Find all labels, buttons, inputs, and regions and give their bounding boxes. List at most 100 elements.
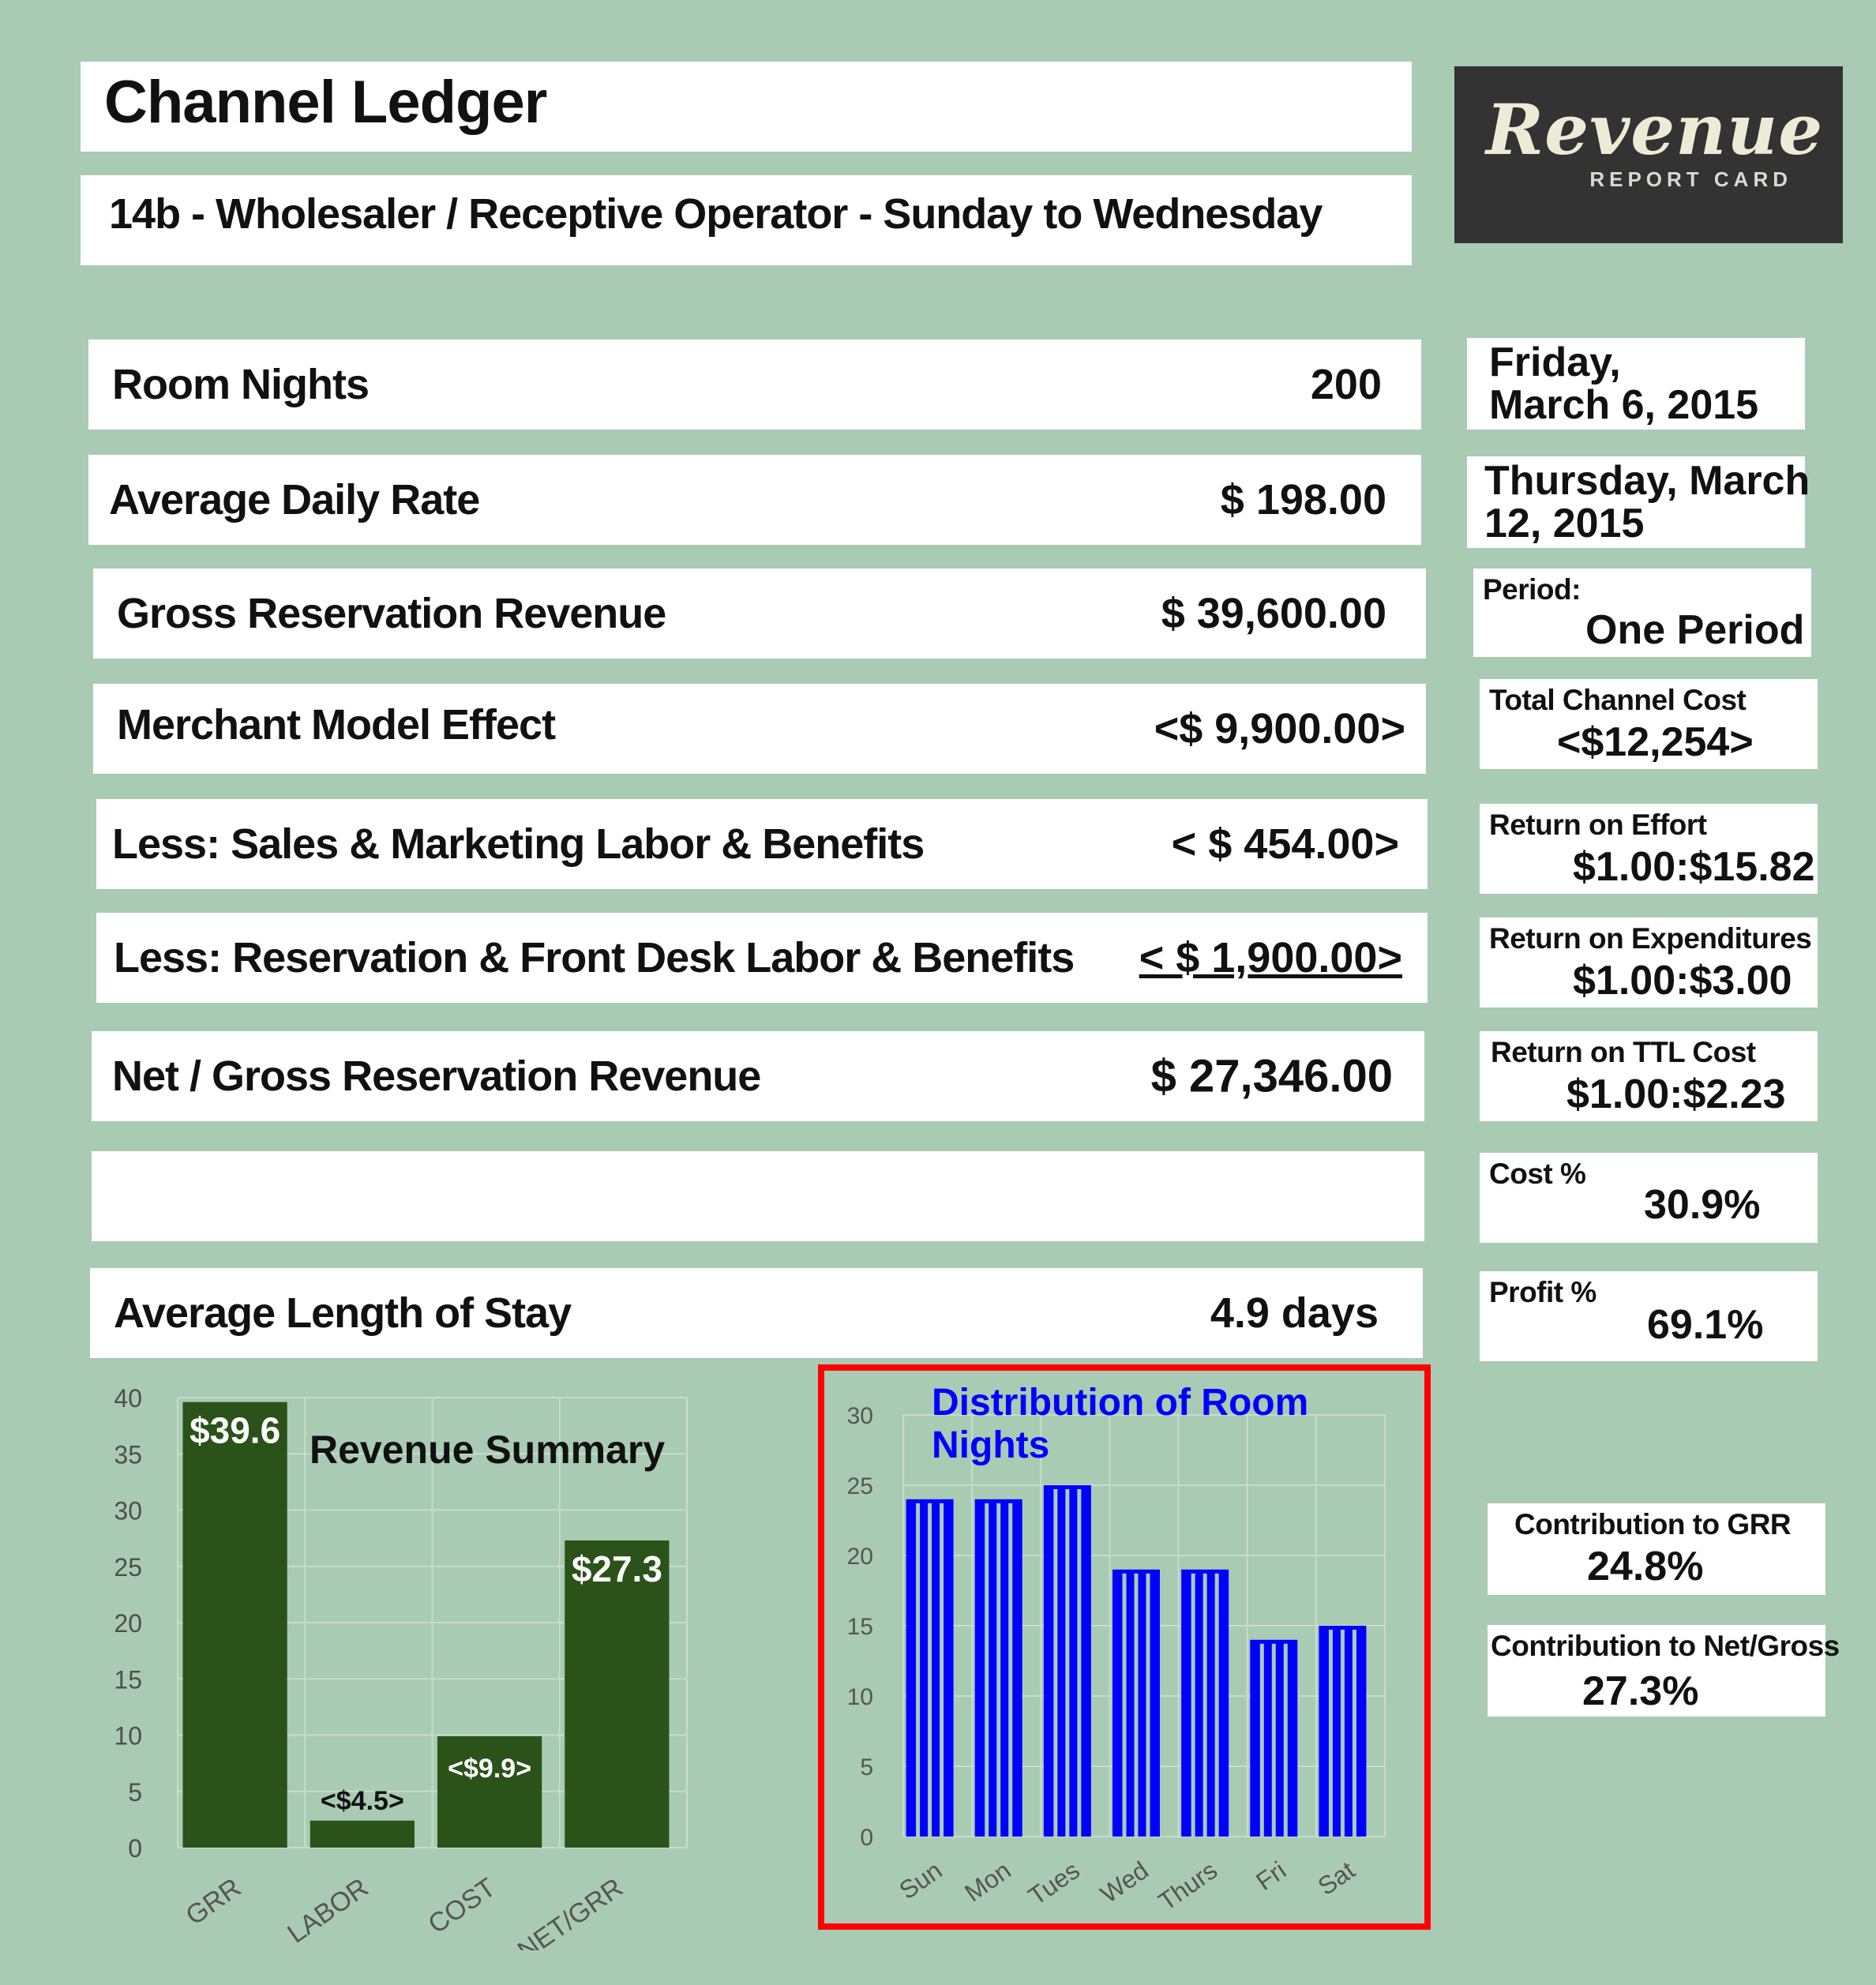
- bar-stripe: [1077, 1489, 1082, 1837]
- row-label: Merchant Model Effect: [117, 701, 556, 749]
- bar-stripe: [1328, 1630, 1333, 1837]
- x-tick-label: Mon: [959, 1856, 1016, 1907]
- x-tick-label: Wed: [1095, 1856, 1154, 1908]
- bar-fri: [1250, 1639, 1298, 1837]
- ledger-row-net-grr: Net / Gross Reservation Revenue $ 27,346…: [92, 1031, 1424, 1121]
- bar-stripe: [940, 1503, 944, 1837]
- bar-stripe: [1122, 1573, 1127, 1837]
- room-nights-title: Distribution of Room Nights: [932, 1382, 1308, 1466]
- bar-stripe: [1008, 1503, 1013, 1837]
- bar-wed: [1112, 1569, 1160, 1837]
- bar-stripe: [928, 1503, 932, 1837]
- row-label: Average Length of Stay: [114, 1289, 572, 1337]
- bar-data-label: <$9.9>: [448, 1754, 531, 1784]
- revenue-summary-title: Revenue Summary: [310, 1428, 665, 1472]
- y-tick-label: 0: [128, 1834, 142, 1863]
- y-tick-label: 20: [114, 1609, 142, 1638]
- bar-stripe: [916, 1503, 921, 1837]
- page-title: Channel Ledger: [104, 69, 547, 136]
- bar-thurs: [1181, 1569, 1229, 1837]
- bar-stripe: [996, 1503, 1001, 1837]
- x-tick-label: LABOR: [282, 1872, 373, 1949]
- y-tick-label: 40: [114, 1384, 142, 1413]
- y-tick-label: 25: [114, 1553, 142, 1582]
- bar-labor: [310, 1820, 415, 1848]
- ledger-row-alos: Average Length of Stay 4.9 days: [90, 1268, 1423, 1358]
- contribution-grr-label: Contribution to GRR: [1514, 1508, 1792, 1540]
- x-tick-label: Sun: [894, 1856, 947, 1904]
- profit-pct-value: 69.1%: [1647, 1302, 1764, 1348]
- profit-pct-box: Profit % 69.1%: [1480, 1271, 1818, 1361]
- return-on-expenditures-label: Return on Expenditures: [1489, 922, 1812, 955]
- bar-data-label: $39.6: [189, 1410, 280, 1451]
- period-value: One Period: [1585, 607, 1805, 653]
- row-label: Average Daily Rate: [109, 476, 480, 523]
- bar-sat: [1319, 1626, 1367, 1837]
- bar-cost: [437, 1735, 542, 1848]
- x-tick-label: NET/GRR: [512, 1872, 628, 1950]
- x-tick-label: Fri: [1251, 1856, 1291, 1896]
- bar-stripe: [1191, 1573, 1195, 1837]
- bar-data-label: <$4.5>: [321, 1786, 404, 1816]
- y-tick-label: 0: [860, 1825, 873, 1851]
- bar-stripe: [1203, 1573, 1207, 1837]
- contribution-grr-box: Contribution to GRR 24.8%: [1488, 1503, 1825, 1595]
- ledger-row-grr: Gross Reservation Revenue $ 39,600.00: [93, 568, 1426, 659]
- total-channel-cost-box: Total Channel Cost <$12,254>: [1480, 679, 1818, 769]
- row-value: $ 39,600.00: [1161, 590, 1386, 637]
- cost-pct-box: Cost % 30.9%: [1480, 1153, 1818, 1243]
- bar-tues: [1043, 1485, 1091, 1837]
- bar-stripe: [1065, 1489, 1070, 1837]
- return-on-expenditures-box: Return on Expenditures $1.00:$3.00: [1480, 917, 1818, 1008]
- bar-stripe: [1134, 1573, 1139, 1837]
- y-tick-label: 25: [847, 1473, 873, 1499]
- row-value: 200: [1310, 361, 1382, 408]
- subtitle-box: 14b - Wholesaler / Receptive Operator - …: [81, 175, 1412, 265]
- y-tick-label: 10: [114, 1722, 142, 1750]
- period-box: Period: One Period: [1473, 568, 1811, 657]
- bar-mon: [974, 1499, 1022, 1837]
- bar-stripe: [1146, 1573, 1150, 1837]
- row-value: $ 27,346.00: [1150, 1050, 1393, 1102]
- title-line-1: Distribution of Room: [932, 1382, 1308, 1424]
- contribution-net-value: 27.3%: [1582, 1668, 1699, 1714]
- x-tick-label: COST: [423, 1872, 501, 1939]
- cost-pct-value: 30.9%: [1644, 1182, 1761, 1228]
- logo-word: Revenue: [1486, 88, 1824, 171]
- row-value: < $ 1,900.00>: [1139, 934, 1402, 981]
- bar-grr: [182, 1402, 287, 1848]
- ledger-row-merchant: Merchant Model Effect <$ 9,900.00>: [93, 684, 1426, 774]
- bar-stripe: [1259, 1643, 1264, 1837]
- period-label: Period:: [1483, 573, 1581, 606]
- row-label: Net / Gross Reservation Revenue: [112, 1053, 761, 1100]
- y-tick-label: 35: [114, 1440, 142, 1469]
- return-on-ttl-cost-box: Return on TTL Cost $1.00:$2.23: [1480, 1031, 1818, 1121]
- ledger-row-sales-labor: Less: Sales & Marketing Labor & Benefits…: [96, 799, 1428, 889]
- x-tick-label: Tues: [1023, 1856, 1085, 1911]
- return-on-ttl-cost-label: Return on TTL Cost: [1491, 1036, 1756, 1068]
- ledger-row-empty: [92, 1151, 1424, 1241]
- y-tick-label: 5: [860, 1754, 873, 1780]
- bar-data-label: $27.3: [572, 1548, 662, 1589]
- cost-pct-label: Cost %: [1489, 1158, 1586, 1190]
- title-line-2: Nights: [932, 1424, 1049, 1466]
- row-value: <$ 9,900.00>: [1154, 705, 1405, 752]
- ledger-row-res-labor: Less: Reservation & Front Desk Labor & B…: [96, 913, 1428, 1003]
- title-box: Channel Ledger: [81, 62, 1412, 152]
- bar-stripe: [1271, 1643, 1276, 1837]
- bar-netgrr: [565, 1540, 670, 1848]
- bar-stripe: [1283, 1643, 1288, 1837]
- bar-stripe: [1214, 1573, 1219, 1837]
- bar-stripe: [1340, 1630, 1345, 1837]
- bar-sun: [906, 1499, 954, 1837]
- return-on-expenditures-value: $1.00:$3.00: [1573, 958, 1792, 1004]
- x-tick-label: Sat: [1312, 1856, 1360, 1901]
- logo-tagline: REPORT CARD: [1589, 167, 1792, 191]
- row-label: Less: Sales & Marketing Labor & Benefits: [112, 820, 925, 868]
- bar-stripe: [985, 1503, 989, 1837]
- x-tick-label: Thurs: [1154, 1856, 1223, 1916]
- start-date-box: Friday, March 6, 2015: [1467, 338, 1805, 430]
- x-tick-label: GRR: [181, 1872, 247, 1931]
- ledger-row-adr: Average Daily Rate $ 198.00: [88, 455, 1421, 545]
